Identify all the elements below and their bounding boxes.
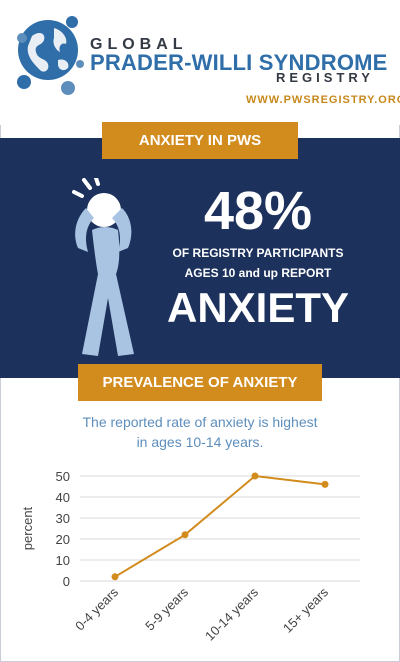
stat-panel xyxy=(0,138,400,378)
section-banner-anxiety: ANXIETY IN PWS xyxy=(102,122,298,159)
caption-line2: in ages 10-14 years. xyxy=(136,434,264,450)
brand-global: GLOBAL xyxy=(90,36,188,53)
x-tick-label: 15+ years xyxy=(280,584,332,636)
y-tick-label: 30 xyxy=(56,511,70,526)
brand-title: PRADER-WILLI SYNDROME xyxy=(90,50,388,75)
series-line xyxy=(114,474,326,578)
brand-registry: REGISTRY xyxy=(276,70,374,85)
x-tick-label: 5-9 years xyxy=(142,584,191,633)
website-link[interactable]: WWW.PWSREGISTRY.ORG xyxy=(246,94,400,106)
data-point xyxy=(111,573,119,581)
y-axis-label: percent xyxy=(20,506,35,550)
y-tick-label: 10 xyxy=(56,553,70,568)
stat-percentage: 48% xyxy=(203,181,313,241)
x-tick-label: 0-4 years xyxy=(72,584,121,633)
y-tick-label: 40 xyxy=(56,490,70,505)
y-tick-label: 20 xyxy=(56,532,70,547)
globe-logo-icon xyxy=(17,16,84,95)
prevalence-line-chart: 0 10 20 30 40 50 percent 0-4 years 5-9 years 10-1… xyxy=(20,469,360,644)
section-banner-prevalence: PREVALENCE OF ANXIETY xyxy=(78,364,322,401)
stat-text-line1: OF REGISTRY PARTICIPANTS xyxy=(172,246,344,260)
x-tick-label: 10-14 years xyxy=(202,584,262,644)
header: GLOBAL PRADER-WILLI SYNDROME REGISTRY WW… xyxy=(0,0,400,125)
stat-keyword: ANXIETY xyxy=(166,284,350,331)
data-point xyxy=(181,531,189,539)
y-tick-label: 0 xyxy=(63,574,70,589)
data-point xyxy=(321,480,329,488)
caption-line1: The reported rate of anxiety is highest xyxy=(82,414,318,430)
stat-text-line2: AGES 10 and up REPORT xyxy=(184,266,332,280)
data-point xyxy=(251,472,259,480)
y-tick-label: 50 xyxy=(56,469,70,484)
chart-caption: The reported rate of anxiety is highest … xyxy=(60,412,340,452)
anxious-person-icon xyxy=(72,178,134,356)
